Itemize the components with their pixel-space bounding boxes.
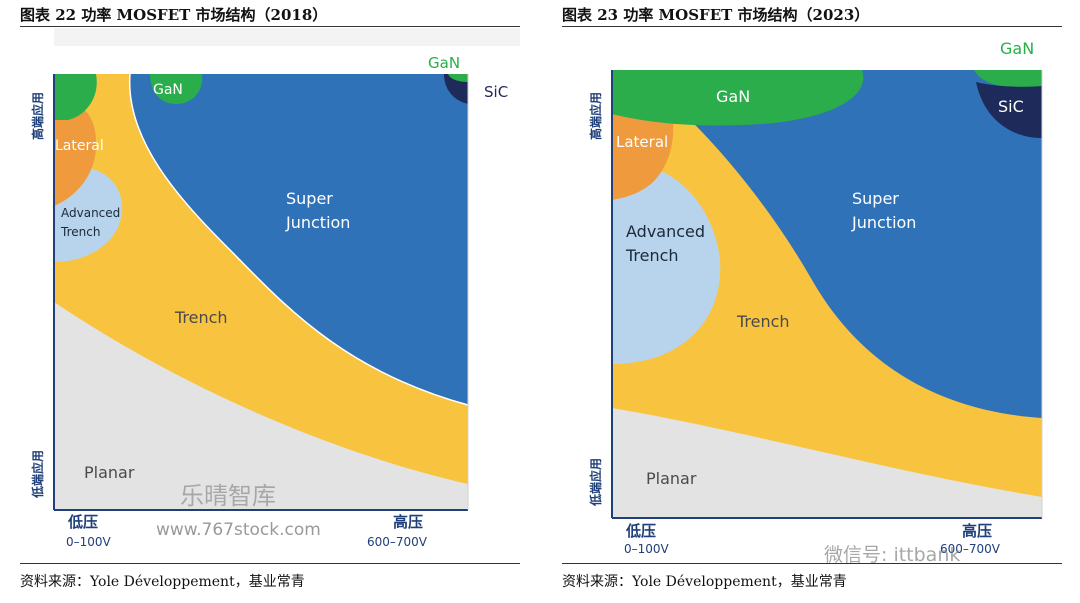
y-label-low: 低端应用 (30, 450, 45, 499)
label-advanced-1: Advanced (626, 222, 705, 241)
label-planar: Planar (84, 463, 135, 482)
source-note: 资料来源：Yole Développement，基业常青 (562, 574, 847, 590)
label-gan-top: GaN (1000, 39, 1034, 58)
market-structure-diagram: GaN GaN SiC Lateral Advanced Trench Supe… (588, 39, 1043, 556)
watermark-wechat: 微信号: ittbank (824, 544, 961, 566)
y-label-low: 低端应用 (588, 458, 603, 507)
label-advanced-2: Trench (625, 246, 679, 265)
y-label-high: 高端应用 (588, 92, 603, 140)
label-advanced-2: Trench (60, 225, 100, 239)
sic-region (976, 82, 1042, 138)
label-advanced-1: Advanced (61, 206, 120, 220)
gan-top-region (150, 74, 203, 104)
label-lateral: Lateral (616, 133, 668, 151)
source-rule (20, 563, 520, 564)
x-label-low: 低压 (625, 522, 656, 540)
label-super-2: Junction (285, 213, 350, 232)
figure-title: 图表 22 功率 MOSFET 市场结构（2018） (20, 6, 328, 24)
y-label-high: 高端应用 (30, 92, 45, 140)
label-sic: SiC (484, 83, 508, 101)
label-trench: Trench (736, 312, 790, 331)
label-gan-corner: GaN (428, 54, 460, 72)
advanced-trench-region (612, 164, 721, 364)
x-label-high: 高压 (393, 513, 423, 531)
header-shade (54, 28, 520, 46)
figure-title: 图表 23 功率 MOSFET 市场结构（2023） (562, 6, 870, 24)
label-sic: SiC (998, 97, 1024, 116)
x-label-high-range: 600–700V (940, 542, 1001, 556)
title-rule (20, 26, 520, 27)
figure-23-panel: 图表 23 功率 MOSFET 市场结构（2023） GaN GaN SiC L… (562, 0, 1080, 603)
gan-region (612, 70, 864, 126)
lateral-region (54, 104, 97, 206)
source-rule (562, 563, 1062, 564)
label-planar: Planar (646, 469, 697, 488)
x-label-low-range: 0–100V (66, 535, 112, 549)
x-label-low: 低压 (67, 513, 98, 531)
gan-corner-region (974, 70, 1042, 89)
lateral-region (612, 112, 674, 200)
gan-corner-region (54, 74, 97, 120)
trench-region (612, 112, 1042, 497)
label-super-2: Junction (851, 213, 916, 232)
x-label-high-range: 600–700V (367, 535, 428, 549)
label-gan: GaN (716, 87, 750, 106)
watermark-url: www.767stock.com (156, 520, 321, 540)
label-super-1: Super (852, 189, 899, 208)
planar-region (612, 408, 1042, 518)
planar-region (54, 302, 468, 510)
label-lateral: Lateral (55, 138, 104, 154)
figure-22-panel: 图表 22 功率 MOSFET 市场结构（2018） GaN GaN SiC L… (20, 0, 540, 603)
source-note: 资料来源：Yole Développement，基业常青 (20, 574, 305, 590)
market-structure-diagram: GaN GaN SiC Lateral Advanced Trench Supe… (30, 28, 520, 549)
label-trench: Trench (174, 308, 228, 327)
gan-sliver-region (448, 74, 468, 82)
watermark-brand: 乐晴智库 (180, 482, 276, 510)
x-label-high: 高压 (962, 522, 992, 540)
label-gan-top: GaN (153, 82, 183, 98)
label-super-1: Super (286, 189, 333, 208)
title-rule (562, 26, 1062, 27)
x-label-low-range: 0–100V (624, 542, 670, 556)
